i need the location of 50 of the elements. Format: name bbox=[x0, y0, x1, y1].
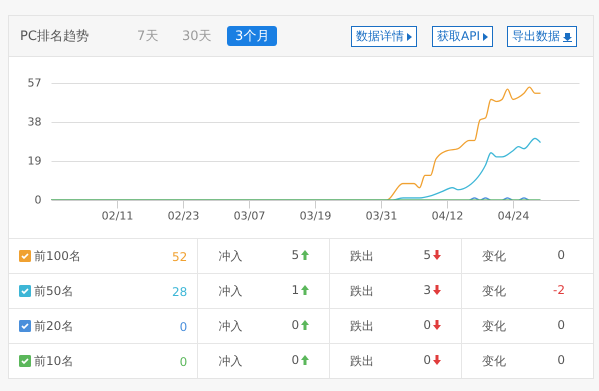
legend-label: 前20名 bbox=[34, 318, 74, 334]
x-tick-label: 03/19 bbox=[300, 210, 332, 222]
text: 0 bbox=[292, 352, 300, 366]
y-tick-label: 38 bbox=[28, 116, 42, 128]
text: 跌出 bbox=[350, 318, 374, 332]
text: -2 bbox=[553, 282, 565, 296]
text: 5 bbox=[292, 248, 300, 262]
text: 3 bbox=[423, 282, 432, 296]
text: 30天 bbox=[181, 28, 213, 46]
text: 0 bbox=[557, 248, 565, 262]
text: 0 bbox=[180, 354, 188, 368]
text: 变化 bbox=[482, 284, 506, 298]
text: 0 bbox=[423, 318, 432, 332]
text: 7天 bbox=[136, 28, 160, 46]
text: 0 bbox=[423, 352, 432, 366]
x-tick-label: 02/11 bbox=[102, 210, 134, 222]
text: 变化 bbox=[482, 318, 506, 332]
text: 0 bbox=[557, 318, 565, 332]
legend-label: 前50名 bbox=[34, 282, 74, 300]
text: 28 bbox=[172, 284, 188, 298]
text: 5 bbox=[423, 248, 432, 262]
x-tick-label: 03/31 bbox=[366, 210, 398, 222]
text: 1 bbox=[292, 282, 300, 296]
text: 跌出 bbox=[350, 248, 374, 262]
x-tick-label: 03/07 bbox=[234, 210, 266, 222]
x-tick-label: 04/12 bbox=[432, 210, 464, 222]
text: 冲入 bbox=[218, 248, 242, 262]
text: 导出数据 bbox=[512, 28, 560, 45]
text: 获取API bbox=[437, 28, 480, 45]
text: 变化 bbox=[482, 248, 506, 262]
text: 3个月 bbox=[227, 26, 278, 46]
text: 跌出 bbox=[350, 284, 374, 298]
y-tick-label: 0 bbox=[34, 194, 42, 206]
text: 冲入 bbox=[218, 318, 242, 332]
chart-title: PC排名趋势 bbox=[20, 28, 89, 45]
text: 0 bbox=[180, 320, 188, 334]
text: 变化 bbox=[482, 354, 506, 368]
text: 52 bbox=[172, 250, 188, 264]
text: 冲入 bbox=[218, 354, 242, 368]
text: 冲入 bbox=[218, 284, 242, 298]
text: 0 bbox=[557, 352, 565, 366]
y-tick-label: 57 bbox=[28, 76, 42, 90]
legend-label: 前10名 bbox=[34, 352, 74, 370]
x-tick-label: 02/23 bbox=[168, 210, 200, 222]
legend-label: 前100名 bbox=[34, 248, 81, 264]
text: 数据详情 bbox=[356, 28, 404, 45]
text: 跌出 bbox=[350, 354, 374, 368]
y-tick-label: 19 bbox=[28, 154, 42, 168]
x-tick-label: 04/24 bbox=[498, 210, 530, 222]
text: 0 bbox=[292, 318, 300, 332]
